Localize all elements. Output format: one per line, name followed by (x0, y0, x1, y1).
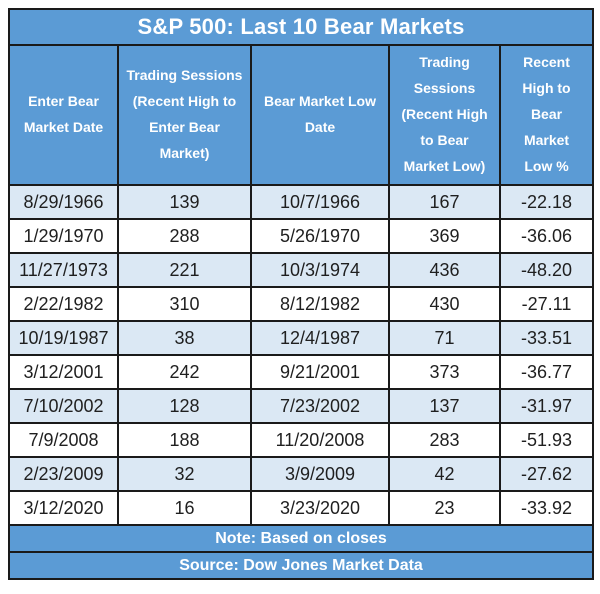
table-cell: 242 (117, 354, 252, 390)
column-header-enter-bear-market-date: Enter Bear Market Date (8, 44, 119, 186)
table-cell: 2/23/2009 (8, 456, 119, 492)
source-text: Source: Dow Jones Market Data (7, 551, 595, 580)
table-cell: 7/23/2002 (250, 388, 390, 424)
bear-markets-table: S&P 500: Last 10 Bear Markets Enter Bear… (7, 8, 595, 580)
table-cell: 12/4/1987 (250, 320, 390, 356)
table-cell: 128 (117, 388, 252, 424)
table-cell: 283 (388, 422, 501, 458)
table-cell: 9/21/2001 (250, 354, 390, 390)
table-row: 2/23/2009 32 3/9/2009 42 -27.62 (8, 456, 595, 492)
table-title: S&P 500: Last 10 Bear Markets (7, 8, 595, 46)
table-row: 3/12/2020 16 3/23/2020 23 -33.92 (8, 490, 595, 526)
table-row: 1/29/1970 288 5/26/1970 369 -36.06 (8, 218, 595, 254)
table-cell: -36.77 (498, 354, 595, 390)
table-cell: 430 (388, 286, 501, 322)
table-cell: 3/12/2020 (8, 490, 119, 526)
column-header-sessions-high-to-low: Trading Sessions (Recent High to Bear Ma… (388, 44, 501, 186)
table-cell: 11/27/1973 (8, 252, 119, 288)
table-cell: 436 (388, 252, 501, 288)
title-row: S&P 500: Last 10 Bear Markets (7, 8, 595, 46)
table-cell: 38 (117, 320, 252, 356)
table-cell: 1/29/1970 (8, 218, 119, 254)
table-cell: 16 (117, 490, 252, 526)
table-cell: 10/7/1966 (250, 184, 390, 220)
table-cell: 42 (388, 456, 501, 492)
column-header-sessions-high-to-enter-bear: Trading Sessions (Recent High to Enter B… (117, 44, 252, 186)
table-cell: 8/12/1982 (250, 286, 390, 322)
table-cell: 188 (117, 422, 252, 458)
table-cell: 3/12/2001 (8, 354, 119, 390)
table-cell: 11/20/2008 (250, 422, 390, 458)
source-row: Source: Dow Jones Market Data (7, 551, 595, 580)
table-cell: -22.18 (498, 184, 595, 220)
column-header-bear-market-low-date: Bear Market Low Date (250, 44, 390, 186)
table-cell: 139 (117, 184, 252, 220)
table-row: 2/22/1982 310 8/12/1982 430 -27.11 (8, 286, 595, 322)
table-cell: 167 (388, 184, 501, 220)
table-row: 8/29/1966 139 10/7/1966 167 -22.18 (8, 184, 595, 220)
table-cell: 10/3/1974 (250, 252, 390, 288)
table-cell: 5/26/1970 (250, 218, 390, 254)
table-cell: 373 (388, 354, 501, 390)
table-cell: 310 (117, 286, 252, 322)
column-header-row: Enter Bear Market Date Trading Sessions … (8, 44, 595, 186)
table-cell: -51.93 (498, 422, 595, 458)
table-cell: 7/10/2002 (8, 388, 119, 424)
table-cell: 7/9/2008 (8, 422, 119, 458)
table-cell: 288 (117, 218, 252, 254)
table-cell: 10/19/1987 (8, 320, 119, 356)
table-cell: -33.51 (498, 320, 595, 356)
table-cell: -27.62 (498, 456, 595, 492)
table-cell: -31.97 (498, 388, 595, 424)
table-row: 11/27/1973 221 10/3/1974 436 -48.20 (8, 252, 595, 288)
table-cell: -27.11 (498, 286, 595, 322)
table-cell: 3/9/2009 (250, 456, 390, 492)
table-cell: -48.20 (498, 252, 595, 288)
table-cell: 221 (117, 252, 252, 288)
table-row: 7/9/2008 188 11/20/2008 283 -51.93 (8, 422, 595, 458)
table-cell: 2/22/1982 (8, 286, 119, 322)
table-cell: -36.06 (498, 218, 595, 254)
table-cell: 71 (388, 320, 501, 356)
column-header-high-to-low-percent: Recent High to Bear Market Low % (498, 44, 595, 186)
table-cell: 23 (388, 490, 501, 526)
table-cell: 369 (388, 218, 501, 254)
table-cell: 32 (117, 456, 252, 492)
table-cell: 3/23/2020 (250, 490, 390, 526)
table-row: 10/19/1987 38 12/4/1987 71 -33.51 (8, 320, 595, 356)
table-cell: 8/29/1966 (8, 184, 119, 220)
table-cell: 137 (388, 388, 501, 424)
table-cell: -33.92 (498, 490, 595, 526)
table-row: 3/12/2001 242 9/21/2001 373 -36.77 (8, 354, 595, 390)
note-row: Note: Based on closes (7, 524, 595, 553)
table-row: 7/10/2002 128 7/23/2002 137 -31.97 (8, 388, 595, 424)
table-body: 8/29/1966 139 10/7/1966 167 -22.18 1/29/1970 2… (8, 184, 595, 526)
note-text: Note: Based on closes (7, 524, 595, 553)
